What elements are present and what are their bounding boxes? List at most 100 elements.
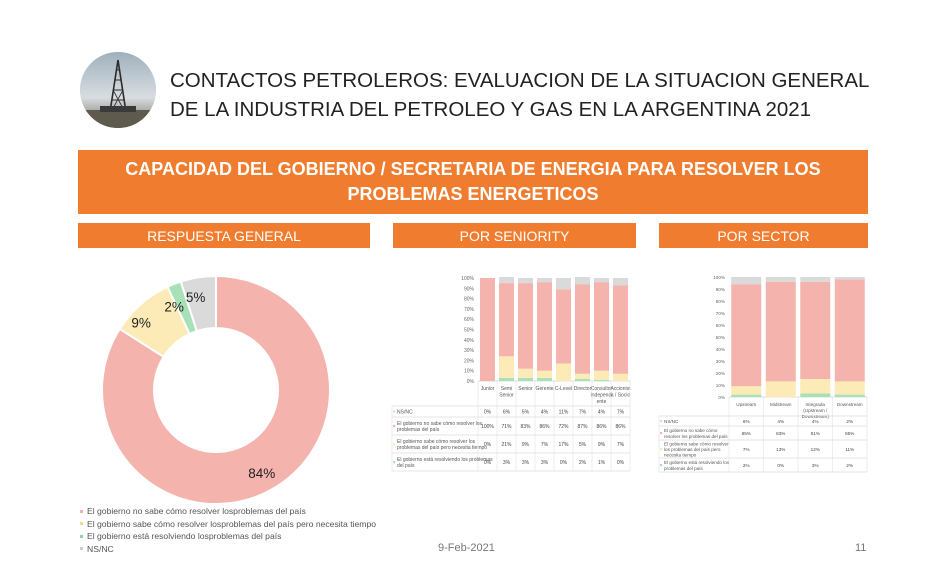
bar-segment <box>731 386 762 395</box>
donut-value-label: 5% <box>186 290 206 305</box>
bar-segment <box>834 279 865 382</box>
bar-segment <box>594 370 609 380</box>
category-label: Senior <box>518 386 533 392</box>
bar-segment <box>731 277 762 285</box>
legend-label: El gobierno está resolviendo losproblema… <box>87 531 282 541</box>
sector-stacked-chart: 0% 10% 20% 30% 40% 50% 60% 70% 80% 90% 100% Upstrea… <box>658 275 868 473</box>
y-tick-label: 60% <box>464 317 475 323</box>
bar-segment <box>731 394 762 397</box>
bar-segment <box>834 381 865 395</box>
category-label: Junior <box>481 386 495 392</box>
bar-segment <box>556 363 571 381</box>
table-swatch <box>393 410 396 413</box>
table-row-label: El gobierno está resolviendo los problem… <box>397 457 493 463</box>
table-cell: 3% <box>812 463 819 468</box>
table-row-label: El gobierno no sabe cómo <box>664 428 718 433</box>
y-tick-label: 30% <box>464 348 475 354</box>
donut-slice-no-sabe <box>101 274 331 505</box>
category-label: ente <box>597 399 607 405</box>
table-cell: 3% <box>503 460 511 466</box>
bar-segment <box>765 281 796 382</box>
bar-segment <box>480 278 495 381</box>
table-row-label: NS/NC <box>664 419 679 424</box>
category-label: Midstream <box>770 402 792 407</box>
table-cell: 87% <box>577 424 588 430</box>
bar-segment <box>765 381 796 397</box>
table-swatch <box>660 448 663 451</box>
table-swatch <box>660 420 663 423</box>
table-row-label: NS/NC <box>397 410 413 416</box>
table-row-label: El gobierno sabe cómo resolver los <box>397 439 476 445</box>
bar-segment <box>575 284 590 374</box>
table-row-label: problemas del país <box>664 466 704 471</box>
y-tick-label: 0% <box>718 395 725 400</box>
bar-segment <box>537 278 552 283</box>
table-cell: 11% <box>845 447 854 452</box>
table-cell: 85% <box>742 431 751 436</box>
category-label: independi <box>591 393 613 399</box>
table-row-label: El gobierno sabe cómo resolver <box>664 441 729 446</box>
table-cell: 0% <box>617 460 625 466</box>
page-number: 11 <box>855 542 867 554</box>
table-cell: 21% <box>501 442 512 448</box>
y-tick-label: 90% <box>464 286 475 292</box>
bar-segment <box>518 368 533 378</box>
title-line-1: CONTACTOS PETROLEROS: EVALUACION DE LA S… <box>170 69 870 92</box>
table-row-label: problemas del país pero necesita tiempo <box>397 445 487 451</box>
table-cell: 7% <box>617 442 625 448</box>
donut-legend: El gobierno no sabe cómo resolver lospro… <box>80 505 376 555</box>
table-swatch <box>393 461 396 464</box>
header-por-sector: POR SECTOR <box>659 223 868 248</box>
table-cell: 86% <box>539 424 550 430</box>
table-cell: 12% <box>811 447 820 452</box>
y-tick-label: 10% <box>716 383 725 388</box>
legend-item-resolviendo: El gobierno está resolviendo losproblema… <box>80 530 376 543</box>
bar-segment <box>613 278 628 286</box>
table-row-label: del país <box>397 463 415 469</box>
bar-segment <box>537 282 552 371</box>
category-label: C-Level <box>555 386 572 392</box>
table-row-label: problemas del país <box>397 427 440 433</box>
table-cell: 7% <box>743 447 750 452</box>
table-cell: 7% <box>617 410 625 416</box>
category-label: Downstream <box>837 402 863 407</box>
donut-chart: 84% 9% 2%5% <box>101 274 331 505</box>
table-cell: 7% <box>541 442 549 448</box>
legend-label: El gobierno sabe cómo resolver losproble… <box>87 518 377 529</box>
y-tick-label: 50% <box>716 335 725 340</box>
table-cell: 17% <box>558 442 569 448</box>
bar-segment <box>575 276 590 285</box>
donut-value-label: 2% <box>164 299 184 314</box>
table-swatch <box>393 443 396 446</box>
table-cell: 11% <box>559 410 569 416</box>
table-cell: 83% <box>776 431 785 436</box>
y-tick-label: 50% <box>464 328 475 334</box>
category-label: a / Socio <box>611 393 631 399</box>
bar-segment <box>575 378 590 381</box>
bar-segment <box>594 282 609 371</box>
bar-segment <box>499 276 514 284</box>
bar-segment <box>834 394 865 397</box>
bar-segment <box>800 393 831 397</box>
bar-segment <box>765 277 796 282</box>
y-tick-label: 0% <box>467 379 475 385</box>
bar-segment <box>594 379 609 381</box>
category-label: Consultor <box>591 386 613 392</box>
bar-segment <box>800 277 831 282</box>
table-swatch <box>660 464 663 467</box>
y-tick-label: 70% <box>716 311 725 316</box>
category-label: Integrada <box>806 402 826 407</box>
bar-segment <box>834 277 865 280</box>
table-cell: 7% <box>579 410 587 416</box>
table-cell: 0% <box>560 460 568 466</box>
table-cell: 13% <box>776 447 785 452</box>
legend-item-sabe-tiempo: El gobierno sabe cómo resolver losproble… <box>80 518 376 531</box>
header-por-seniority: POR SENIORITY <box>393 223 636 248</box>
legend-label: El gobierno no sabe cómo resolver lospro… <box>87 506 306 516</box>
table-cell: 2% <box>743 463 750 468</box>
header-respuesta-general: RESPUESTA GENERAL <box>78 223 370 248</box>
table-cell: 71% <box>501 424 512 430</box>
table-cell: 81% <box>811 431 820 436</box>
category-label: Accionist <box>610 386 631 392</box>
legend-swatch <box>80 547 83 551</box>
